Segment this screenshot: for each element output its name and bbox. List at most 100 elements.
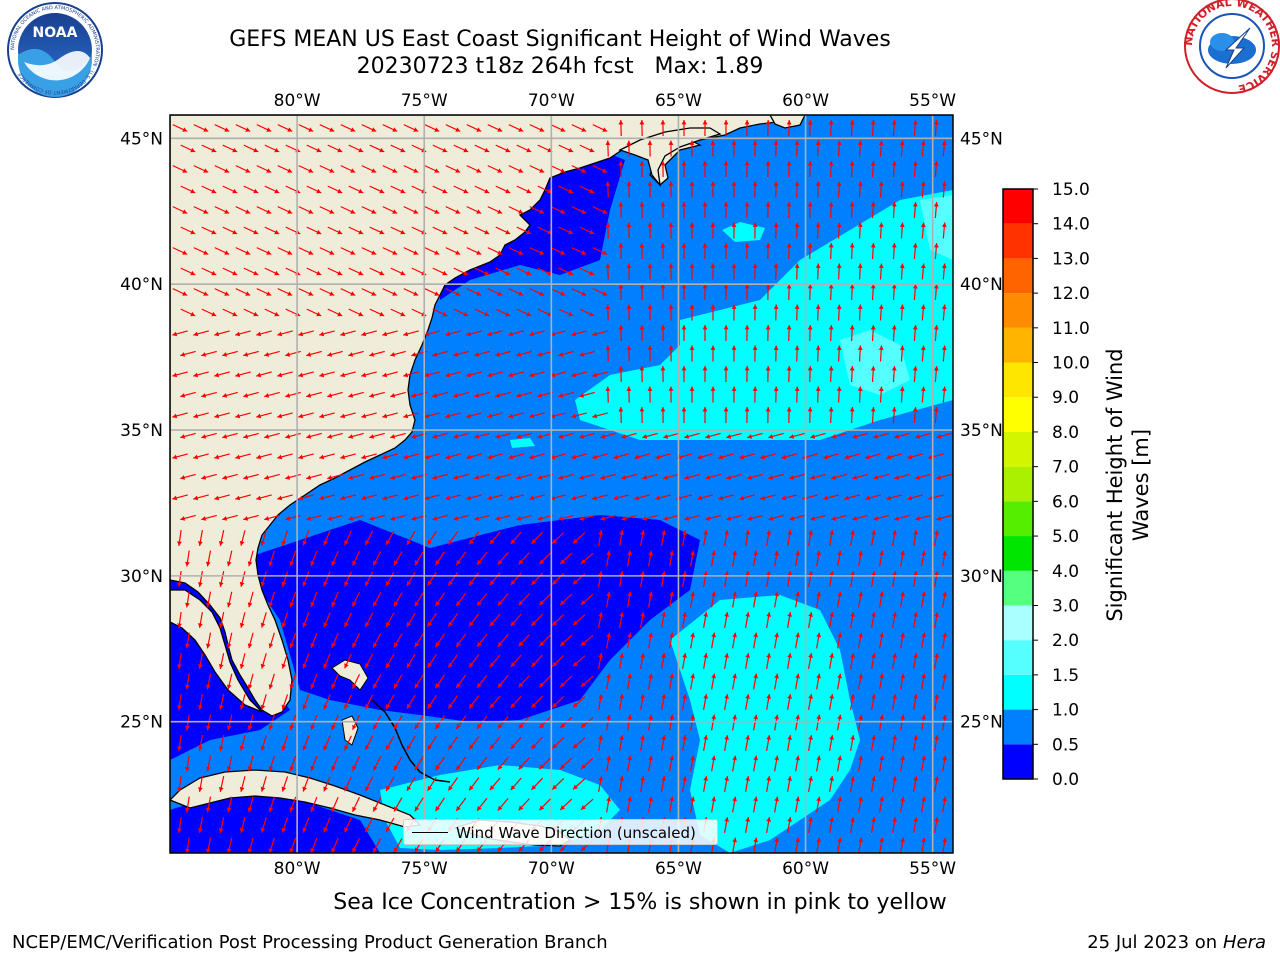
wave-direction-arrow [744, 324, 750, 342]
wave-direction-arrow [745, 653, 750, 669]
wave-direction-arrow [732, 591, 737, 608]
wave-direction-arrow [774, 837, 779, 853]
wave-direction-arrow [516, 432, 532, 439]
lon-tick-label: 75°W [401, 91, 448, 111]
wave-direction-arrow [516, 350, 532, 357]
wave-direction-arrow [661, 612, 666, 628]
colorbar-tick-label: 2.0 [1052, 631, 1079, 651]
wave-direction-arrow [592, 412, 608, 419]
wave-direction-arrow [453, 308, 469, 317]
wave-direction-arrow [382, 371, 398, 378]
wave-direction-arrow [648, 632, 653, 649]
wave-direction-arrow [558, 350, 574, 357]
wave-direction-arrow [447, 572, 459, 586]
wave-direction-arrow [723, 119, 729, 137]
wave-direction-arrow [787, 612, 792, 628]
wave-direction-arrow [432, 432, 448, 439]
wave-direction-arrow [447, 654, 459, 668]
wave-direction-arrow [235, 453, 251, 460]
lon-tick-label: 55°W [909, 91, 956, 111]
wave-direction-arrow [913, 817, 918, 833]
wave-direction-arrow [899, 304, 905, 321]
wave-direction-arrow [626, 386, 632, 403]
wave-direction-arrow [277, 124, 293, 132]
wave-direction-arrow [605, 263, 611, 280]
chart-title-line1: GEFS MEAN US East Coast Significant Heig… [229, 27, 891, 52]
wave-direction-arrow [205, 837, 212, 853]
wave-direction-arrow [661, 653, 666, 669]
wave-direction-arrow [382, 494, 398, 501]
wave-direction-arrow [172, 371, 188, 378]
wave-direction-arrow [829, 776, 834, 792]
wave-direction-arrow [226, 673, 233, 690]
wave-direction-arrow [913, 776, 918, 792]
wave-direction-arrow [474, 144, 490, 153]
wave-direction-arrow [487, 165, 503, 173]
wave-direction-arrow [815, 304, 821, 321]
wave-direction-arrow [941, 181, 947, 198]
wave-direction-arrow [648, 550, 653, 567]
wave-direction-arrow [260, 776, 267, 792]
wave-direction-arrow [690, 550, 695, 567]
wave-direction-arrow [348, 514, 364, 521]
wave-direction-arrow [518, 675, 530, 688]
wave-direction-arrow [256, 124, 272, 132]
wave-direction-arrow [747, 473, 763, 480]
wave-direction-arrow [913, 612, 918, 628]
wave-direction-arrow [571, 165, 587, 173]
wave-direction-arrow [558, 267, 574, 276]
wave-direction-arrow [180, 473, 196, 480]
wave-direction-arrow [942, 673, 947, 690]
wave-direction-arrow [627, 755, 632, 772]
wave-direction-arrow [642, 432, 658, 439]
wave-direction-arrow [702, 242, 708, 260]
wave-direction-arrow [172, 453, 188, 460]
wave-direction-arrow [703, 776, 708, 792]
wave-direction-arrow [344, 571, 352, 587]
wave-direction-arrow [753, 755, 758, 772]
wave-direction-arrow [934, 530, 939, 546]
wave-direction-arrow [639, 324, 645, 342]
wave-direction-arrow [642, 514, 658, 521]
wave-direction-arrow [661, 776, 666, 792]
wave-direction-arrow [455, 674, 467, 689]
wave-direction-arrow [900, 673, 905, 690]
wave-direction-arrow [640, 653, 645, 669]
wave-direction-arrow [836, 386, 842, 403]
wave-direction-arrow [900, 755, 905, 772]
wave-direction-arrow [858, 796, 863, 813]
wave-direction-arrow [487, 206, 503, 214]
wave-direction-arrow [537, 473, 553, 480]
wave-direction-arrow [348, 473, 364, 480]
wave-direction-arrow [538, 798, 552, 811]
wave-direction-arrow [724, 530, 729, 546]
wave-direction-arrow [551, 654, 565, 668]
wave-direction-arrow [319, 371, 335, 378]
wave-direction-arrow [787, 571, 792, 587]
wave-direction-arrow [773, 140, 779, 157]
wave-direction-arrow [551, 736, 565, 750]
wave-direction-arrow [361, 494, 377, 501]
wave-direction-arrow [198, 530, 203, 546]
wave-direction-arrow [348, 350, 364, 357]
wave-direction-arrow [406, 530, 416, 546]
wave-direction-arrow [348, 432, 364, 439]
wave-direction-arrow [592, 371, 608, 378]
wave-direction-arrow [319, 165, 335, 173]
lat-tick-label: 45°N [960, 129, 1003, 149]
colorbar-tick-label: 1.5 [1052, 666, 1079, 686]
wave-direction-arrow [808, 612, 813, 628]
wave-direction-arrow [466, 247, 482, 255]
wave-direction-arrow [831, 514, 847, 521]
wave-direction-arrow [661, 735, 666, 751]
wave-direction-arrow [703, 735, 708, 751]
wave-direction-arrow [198, 735, 203, 751]
wave-direction-arrow [468, 531, 480, 545]
wave-direction-arrow [816, 550, 821, 567]
wave-direction-arrow [710, 181, 716, 198]
lon-tick-label: 60°W [782, 859, 829, 879]
wave-direction-arrow [385, 653, 395, 669]
wave-direction-arrow [193, 288, 209, 296]
wave-direction-arrow [551, 777, 565, 791]
wave-direction-arrow [850, 735, 855, 751]
